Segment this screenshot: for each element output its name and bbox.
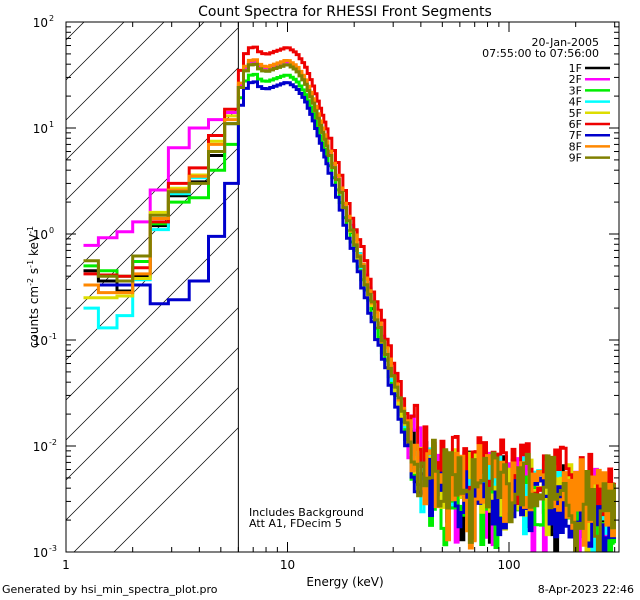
- hatch-line: [73, 387, 239, 552]
- legend-label-3F: 3F: [569, 84, 582, 97]
- y-tick-label-exponent: -1: [49, 332, 57, 341]
- legend-label-8F: 8F: [569, 140, 582, 153]
- series-9F: [83, 62, 616, 552]
- y-axis-label-exp3: -1: [26, 226, 35, 234]
- x-tick-labels: 1 10 100: [62, 558, 520, 572]
- hatch-line: [66, 67, 239, 241]
- y-tick-label: 10: [33, 16, 48, 30]
- series-group: [83, 45, 616, 552]
- y-axis-label-exp2: -1: [26, 260, 35, 268]
- y-axis-label: counts cm-2 s-1 keV-1: [26, 226, 41, 348]
- hatch-line: [66, 307, 239, 481]
- chart-title: Count Spectra for RHESSI Front Segments: [198, 4, 492, 20]
- y-axis-label-exp1: -2: [26, 278, 35, 286]
- date-label: 20-Jan-2005: [532, 36, 600, 49]
- hatch-line: [113, 427, 239, 552]
- hatch-line: [66, 347, 239, 521]
- hatch-line: [66, 107, 239, 281]
- legend-label-2F: 2F: [569, 73, 582, 86]
- time-range-label: 07:55:00 to 07:56:00: [482, 47, 599, 60]
- hatch-line: [66, 27, 239, 201]
- y-tick-label: 10: [33, 440, 48, 454]
- legend-label-7F: 7F: [569, 129, 582, 142]
- y-tick-label-exponent: 0: [49, 226, 54, 235]
- axis-ticks: [65, 22, 619, 553]
- x-axis-label: Energy (keV): [306, 575, 383, 589]
- plot-frame: [65, 21, 620, 553]
- hatch-line: [66, 227, 239, 401]
- legend-label-4F: 4F: [569, 96, 582, 109]
- y-tick-label: 10: [33, 334, 48, 348]
- y-tick-label: 10: [33, 546, 48, 560]
- hatch-line: [66, 187, 239, 361]
- series-7F: [83, 80, 616, 552]
- y-tick-label: 10: [33, 228, 48, 242]
- hatch-line: [66, 267, 239, 441]
- legend-label-9F: 9F: [569, 152, 582, 165]
- x-tick-label: 1: [62, 558, 70, 572]
- y-tick-label-exponent: 1: [49, 120, 54, 129]
- y-axis-label-mid2: keV: [27, 233, 41, 260]
- y-tick-label-exponent: 2: [49, 14, 54, 23]
- annotation-line-1: Includes Background: [249, 506, 364, 519]
- hatch-line: [66, 22, 205, 161]
- y-tick-label-exponent: -2: [49, 438, 57, 447]
- x-tick-label: 100: [498, 558, 521, 572]
- hatch-region: [66, 22, 239, 552]
- generated-by-label: Generated by hsi_min_spectra_plot.pro: [2, 583, 218, 596]
- y-axis-label-mid1: s: [27, 268, 41, 278]
- y-tick-label-exponent: -3: [49, 544, 57, 553]
- series-6F: [83, 45, 616, 527]
- timestamp-label: 8-Apr-2023 22:46: [537, 583, 634, 596]
- y-tick-label: 10: [33, 122, 48, 136]
- legend-label-6F: 6F: [569, 118, 582, 131]
- y-axis-label-pre: counts cm: [27, 286, 41, 348]
- legend-label-5F: 5F: [569, 107, 582, 120]
- x-tick-label: 10: [280, 558, 295, 572]
- annotation-line-2: Att A1, FDecim 5: [249, 517, 342, 530]
- legend-label-1F: 1F: [569, 62, 582, 75]
